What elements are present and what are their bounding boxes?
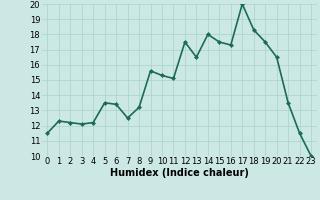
- X-axis label: Humidex (Indice chaleur): Humidex (Indice chaleur): [110, 168, 249, 178]
